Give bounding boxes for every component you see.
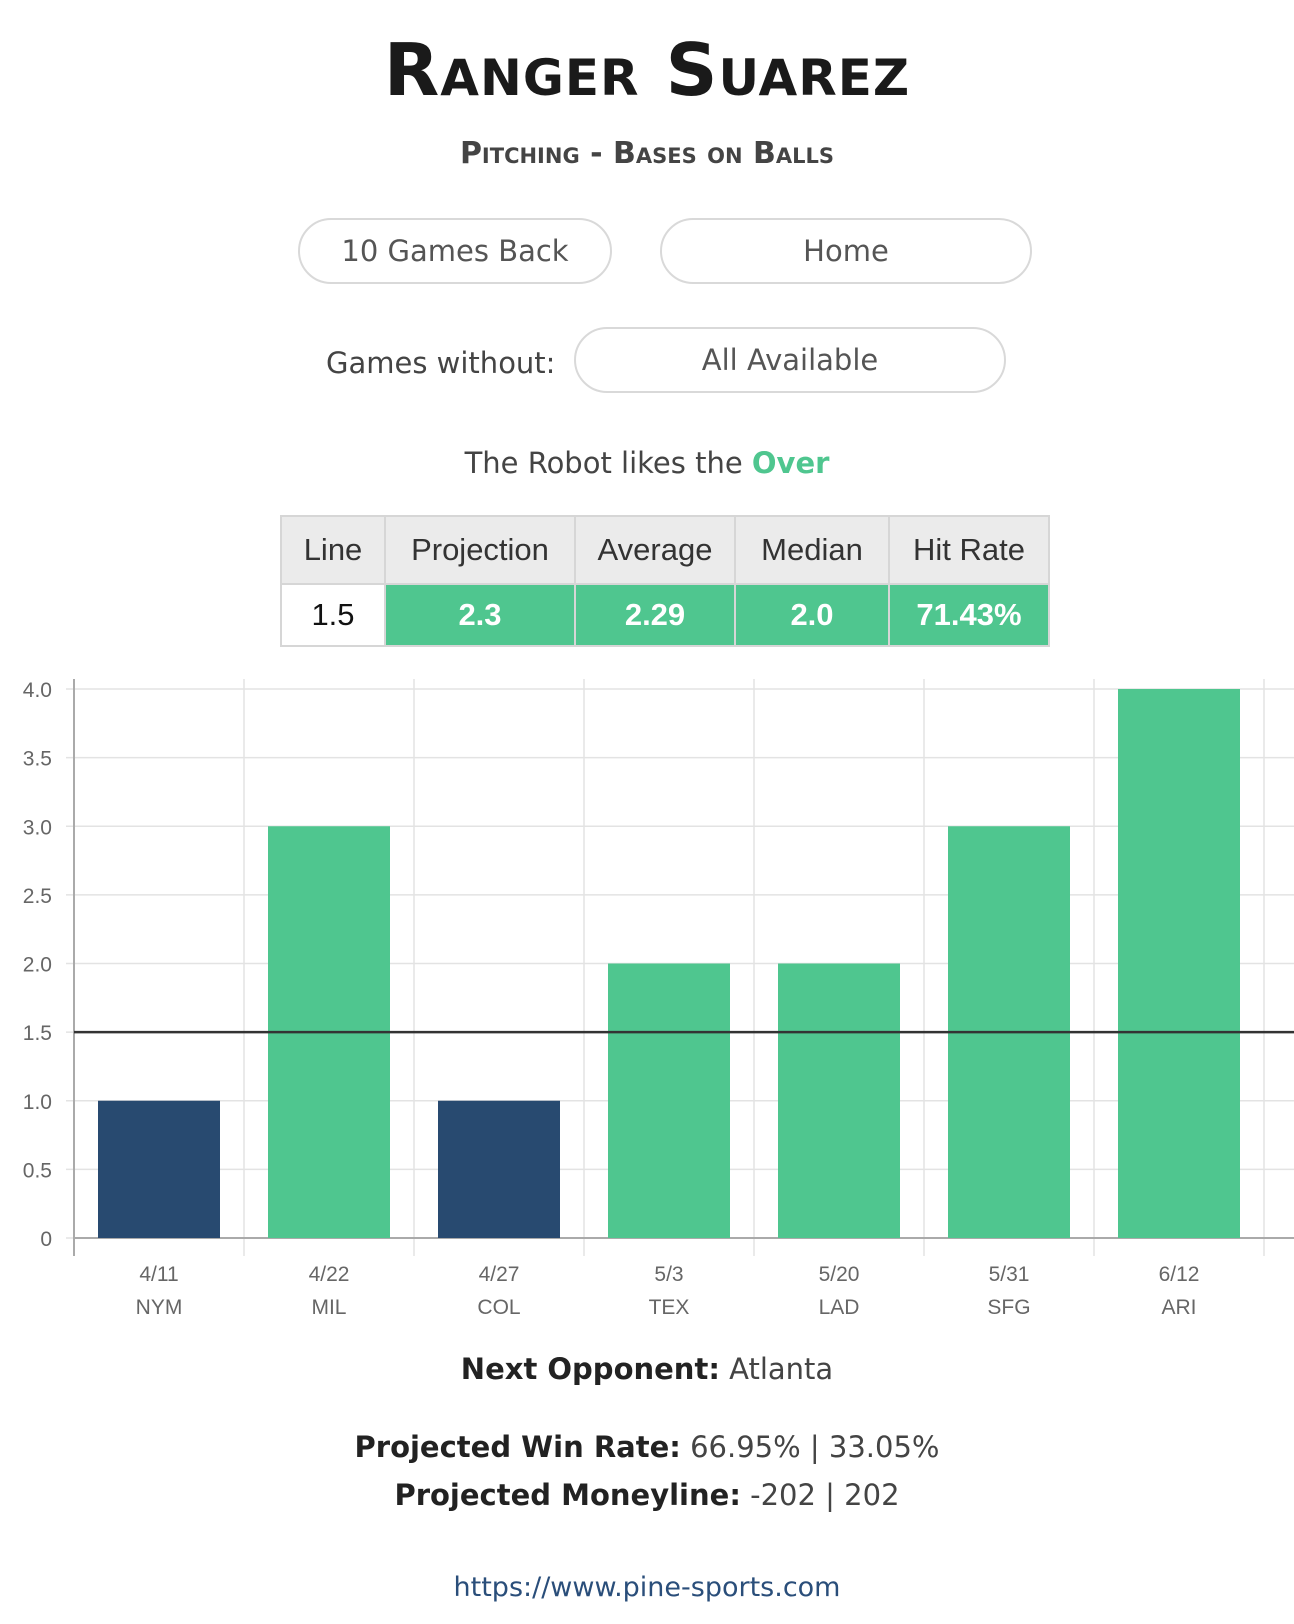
location-button[interactable]: Home	[660, 218, 1032, 284]
bar	[1118, 689, 1240, 1238]
x-tick-opponent: COL	[477, 1296, 520, 1319]
x-tick-opponent: MIL	[311, 1296, 346, 1319]
value-average: 2.29	[574, 583, 736, 647]
x-tick-opponent: LAD	[819, 1296, 860, 1319]
site-link[interactable]: https://www.pine-sports.com	[453, 1572, 841, 1603]
win-rate-value: 66.95% | 33.05%	[690, 1430, 940, 1464]
bar-chart: 0 0.5 1.0 1.5 2.0 2.5 3.0 3.5 4.0 4/11 NYM 4/22 MIL 4…	[23, 679, 1294, 1319]
moneyline-label: Projected Moneyline:	[394, 1478, 741, 1512]
header-average: Average	[574, 515, 736, 585]
y-tick-label: 2.0	[23, 954, 52, 977]
y-tick-label: 1.0	[23, 1091, 52, 1114]
games-without-select[interactable]: All Available	[574, 327, 1006, 393]
bar	[778, 963, 900, 1238]
win-rate-label: Projected Win Rate:	[354, 1430, 681, 1464]
y-tick-label: 3.5	[23, 748, 52, 771]
next-opponent-value: Atlanta	[729, 1352, 834, 1386]
x-tick-date: 5/3	[654, 1263, 683, 1286]
y-tick-label: 0.5	[23, 1159, 52, 1182]
x-tick-opponent: TEX	[649, 1296, 690, 1319]
x-tick-date: 5/20	[819, 1263, 860, 1286]
header-projection: Projection	[384, 515, 576, 585]
header-median: Median	[734, 515, 890, 585]
x-tick-opponent: NYM	[136, 1296, 183, 1319]
x-tick-date: 4/11	[139, 1263, 178, 1286]
games-back-button[interactable]: 10 Games Back	[298, 218, 612, 284]
x-tick-date: 5/31	[989, 1263, 1030, 1286]
header-line: Line	[280, 515, 386, 585]
y-tick-label: 3.0	[23, 816, 52, 839]
x-tick-date: 4/22	[309, 1263, 350, 1286]
x-tick-date: 4/27	[479, 1263, 520, 1286]
value-hit-rate: 71.43%	[888, 583, 1050, 647]
robot-pick: The Robot likes the Over	[0, 446, 1294, 480]
x-tick-date: 6/12	[1159, 1263, 1200, 1286]
projected-moneyline: Projected Moneyline: -202 | 202	[0, 1478, 1294, 1512]
player-name: Ranger Suarez	[383, 28, 911, 112]
bar	[438, 1100, 560, 1238]
y-tick-label: 4.0	[23, 679, 52, 702]
y-tick-label: 0	[40, 1228, 52, 1251]
games-without-label: Games without:	[326, 346, 556, 380]
x-tick-opponent: SFG	[987, 1296, 1030, 1319]
value-median: 2.0	[734, 583, 890, 647]
projected-win-rate: Projected Win Rate: 66.95% | 33.05%	[0, 1430, 1294, 1464]
bar	[98, 1100, 220, 1238]
next-opponent: Next Opponent: Atlanta	[0, 1352, 1294, 1386]
moneyline-value: -202 | 202	[750, 1478, 900, 1512]
next-opponent-label: Next Opponent:	[460, 1352, 720, 1386]
header-hit-rate: Hit Rate	[888, 515, 1050, 585]
stats-table: Line Projection Average Median Hit Rate …	[280, 515, 1050, 647]
y-tick-label: 1.5	[23, 1022, 52, 1045]
bar	[608, 963, 730, 1238]
x-tick-opponent: ARI	[1161, 1296, 1196, 1319]
robot-pick-prefix: The Robot likes the	[464, 446, 743, 480]
robot-pick-value: Over	[751, 446, 830, 480]
stat-subtitle: Pitching - Bases on Balls	[459, 136, 835, 171]
value-line: 1.5	[280, 583, 386, 647]
y-tick-label: 2.5	[23, 885, 52, 908]
value-projection: 2.3	[384, 583, 576, 647]
